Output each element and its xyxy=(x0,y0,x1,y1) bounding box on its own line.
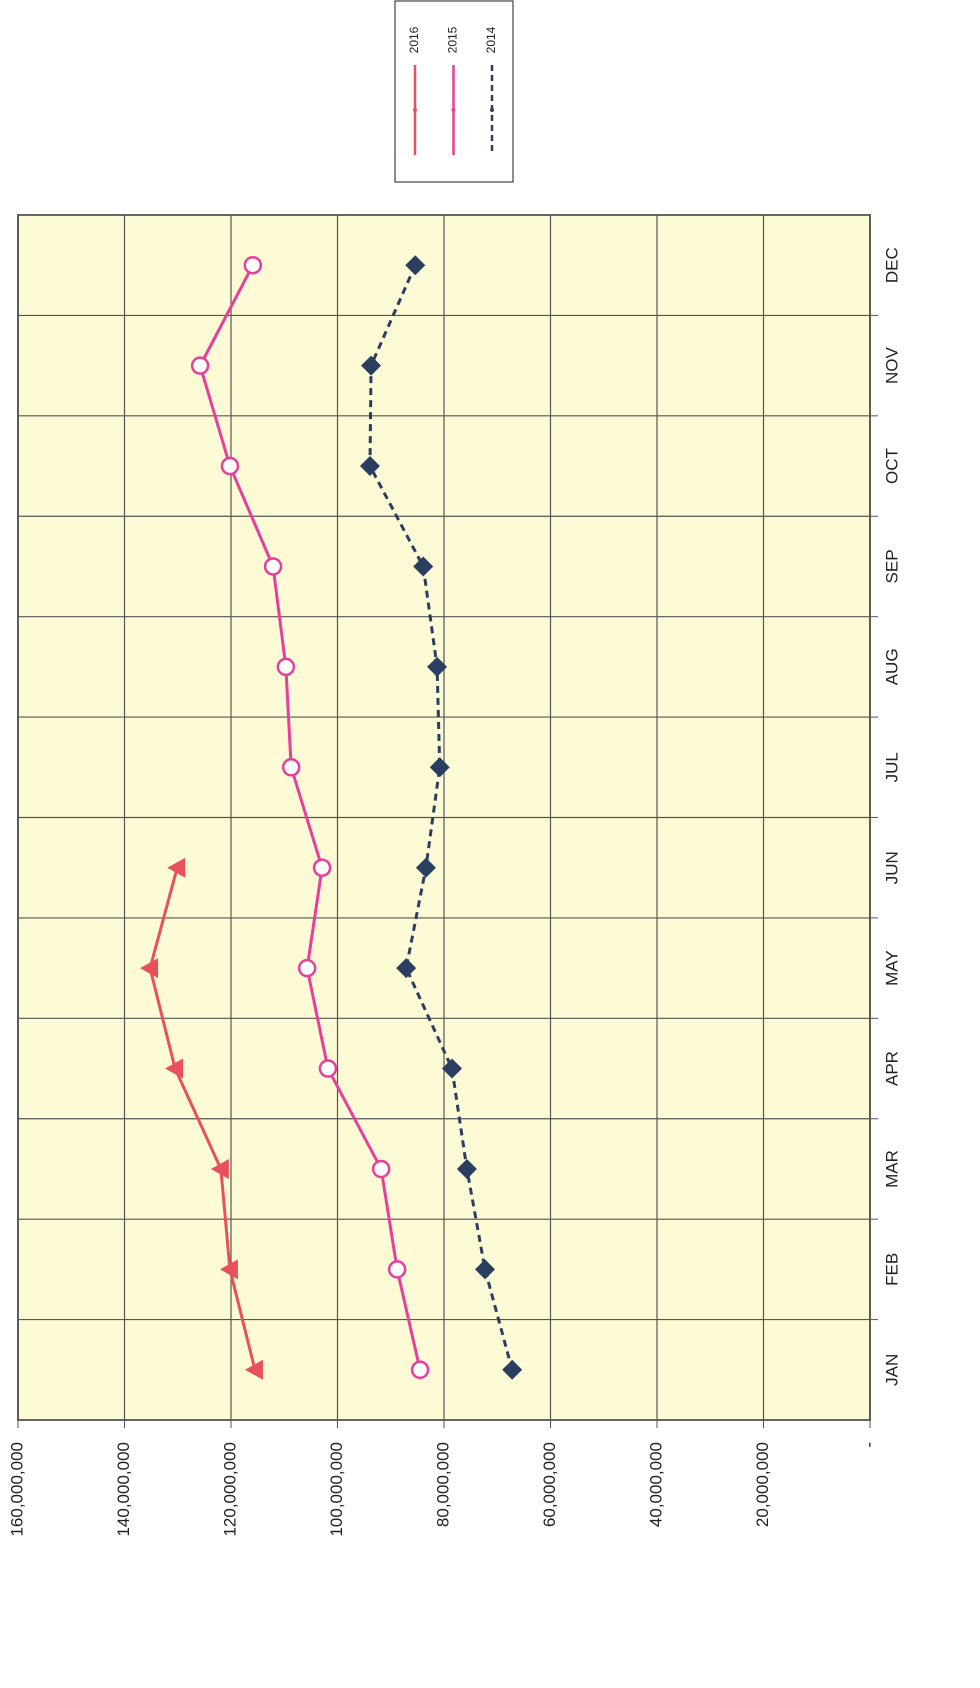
x-tick-label: AUG xyxy=(882,648,901,685)
x-tick-label: MAY xyxy=(882,950,901,986)
series-line xyxy=(148,867,257,1371)
point xyxy=(441,1058,462,1079)
x-tick-label: FEB xyxy=(882,1253,901,1286)
legend-label: 2016 xyxy=(407,26,421,53)
y-tick-label: 140,000,000 xyxy=(114,1442,133,1537)
y-tick-label: 100,000,000 xyxy=(327,1442,346,1537)
x-tick-label: JUN xyxy=(882,851,901,884)
y-tick-label: 60,000,000 xyxy=(540,1442,559,1527)
x-tick-label: JUL xyxy=(882,752,901,782)
legend-marker xyxy=(451,108,456,112)
x-tick-label: JAN xyxy=(882,1354,901,1386)
legend-marker xyxy=(413,108,417,112)
series-line xyxy=(368,264,514,1371)
point xyxy=(502,1359,523,1380)
y-tick-label: 20,000,000 xyxy=(753,1442,772,1527)
point xyxy=(371,1159,391,1179)
point xyxy=(396,958,417,979)
y-tick-label: 160,000,000 xyxy=(7,1442,26,1537)
x-tick-label: NOV xyxy=(882,347,901,385)
point xyxy=(410,1360,430,1380)
point xyxy=(429,757,450,778)
x-tick-label: APR xyxy=(882,1051,901,1086)
point xyxy=(244,1359,263,1380)
point xyxy=(140,958,159,979)
point xyxy=(167,857,186,878)
y-tick-label: - xyxy=(859,1442,878,1448)
legend-label: 2015 xyxy=(446,26,460,53)
y-tick-label: 120,000,000 xyxy=(220,1442,239,1537)
x-tick-label: MAR xyxy=(882,1150,901,1188)
y-tick-label: 80,000,000 xyxy=(433,1442,452,1527)
point xyxy=(387,1260,407,1279)
point xyxy=(405,255,426,276)
point xyxy=(165,1058,184,1079)
point xyxy=(413,556,434,577)
legend-label: 2014 xyxy=(484,26,498,53)
point xyxy=(219,1259,238,1280)
x-tick-label: SEP xyxy=(882,549,901,583)
y-tick-label: 40,000,000 xyxy=(646,1442,665,1527)
x-tick-label: DEC xyxy=(882,247,901,283)
point xyxy=(312,858,332,877)
point xyxy=(415,857,436,878)
series-line xyxy=(198,264,422,1371)
point xyxy=(243,255,263,275)
point xyxy=(210,1158,229,1179)
point xyxy=(359,456,380,477)
legend-marker xyxy=(490,108,494,112)
point xyxy=(263,557,283,576)
point xyxy=(220,456,240,476)
x-tick-label: OCT xyxy=(882,448,901,484)
point xyxy=(276,657,296,677)
point xyxy=(456,1158,477,1179)
point xyxy=(318,1059,338,1078)
point xyxy=(427,656,448,677)
point xyxy=(190,356,210,375)
point xyxy=(361,355,382,376)
point xyxy=(475,1259,496,1280)
point xyxy=(297,958,317,978)
point xyxy=(281,758,301,777)
